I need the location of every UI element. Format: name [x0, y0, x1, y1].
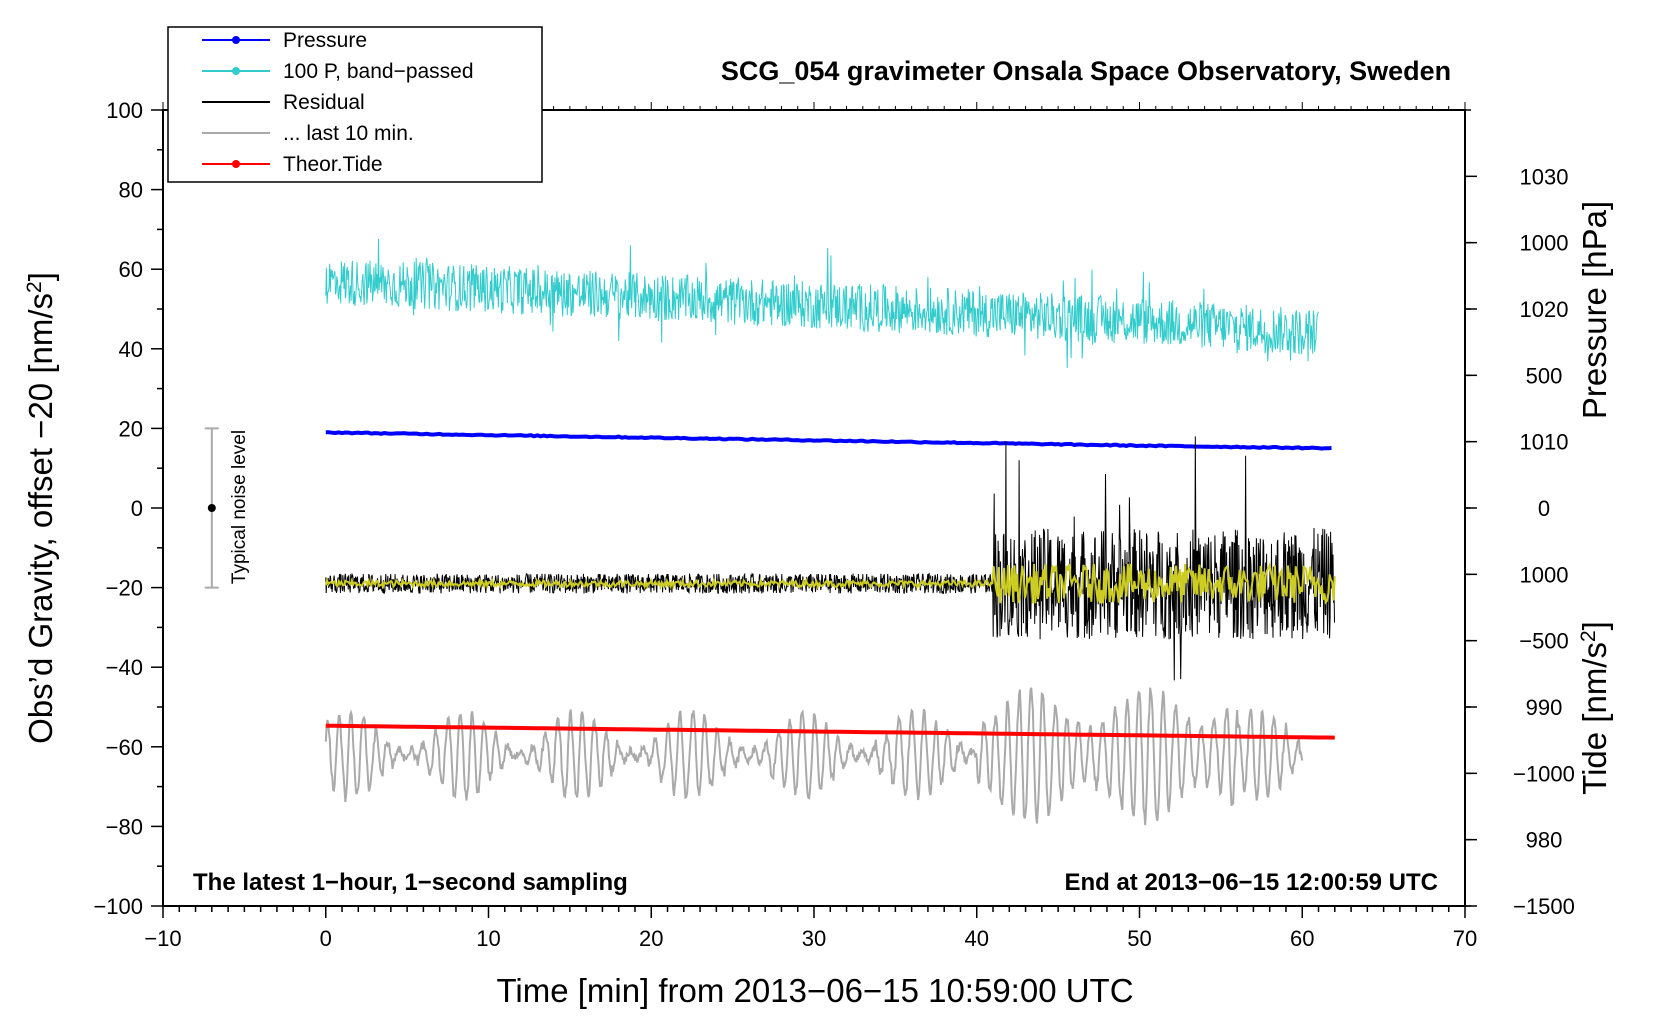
legend-marker-theor-tide	[232, 160, 240, 168]
legend: Pressure 100 P, band−passed Residual ... la…	[167, 26, 543, 183]
noise-bar-center-dot	[207, 504, 216, 512]
y-pressure-tick-labels: 1030 1020 1010 1000 990 980	[1520, 164, 1569, 852]
x-tick-labels: −10 0 10 20 30 40 50 60 70	[144, 926, 1477, 951]
y-axis-title-tide: Tide [nm/s2]	[1576, 621, 1613, 795]
y-pressure-tick-label: 1020	[1520, 297, 1569, 322]
chart-title: SCG_054 gravimeter Onsala Space Observat…	[721, 56, 1451, 86]
y-left-title-main: Obs’d Gravity, offset −20 [nm/s	[22, 293, 59, 744]
legend-label-pressure: Pressure	[283, 29, 367, 52]
y-left-tick-label: −20	[106, 576, 143, 601]
y-left-tick-label: 80	[119, 178, 143, 203]
legend-label-theor-tide: Theor.Tide	[283, 153, 383, 176]
x-tick-label: 50	[1127, 926, 1151, 951]
y-tide-title-sup: 2	[1577, 630, 1600, 642]
y-pressure-tick-label: 1010	[1520, 430, 1569, 455]
noise-level-indicator	[204, 427, 219, 589]
y-tide-title-close: ]	[1576, 621, 1613, 630]
y-left-tick-label: −60	[106, 735, 143, 760]
x-tick-label: −10	[144, 926, 181, 951]
series-band-passed-pressure	[325, 238, 1319, 368]
x-tick-label: 40	[965, 926, 989, 951]
legend-label-100-p-band-passed: 100 P, band−passed	[283, 60, 474, 83]
y-tide-tick-label: −1500	[1513, 894, 1575, 919]
legend-label-residual: Residual	[283, 91, 365, 114]
y-pressure-tick-label: 1000	[1520, 562, 1569, 587]
tick-marks	[151, 102, 1477, 918]
annotation-end-time: End at 2013−06−15 12:00:59 UTC	[1064, 869, 1438, 896]
series-theoretical-tide	[325, 723, 1335, 740]
y-left-title-close: ]	[22, 272, 59, 281]
series-last-10-min	[324, 687, 1304, 826]
y-left-tick-label: −40	[106, 655, 143, 680]
series-pressure	[325, 430, 1332, 451]
series-layer	[324, 238, 1336, 826]
y-tide-tick-label: 500	[1526, 363, 1563, 388]
x-tick-label: 70	[1453, 926, 1477, 951]
y-left-tick-labels: 100 80 60 40 20 0 −20 −40 −60 −80 −100	[93, 98, 143, 919]
series-residual	[325, 436, 1335, 681]
y-tide-tick-label: 1000	[1520, 231, 1569, 256]
y-tide-tick-label: −1000	[1513, 761, 1575, 786]
y-left-tick-label: −100	[93, 894, 143, 919]
y-left-tick-label: 100	[106, 98, 143, 123]
y-left-tick-label: −80	[106, 814, 143, 839]
legend-label-last-10-min: ... last 10 min.	[283, 122, 414, 145]
y-left-tick-label: 20	[119, 416, 143, 441]
annotation-latest-hour: The latest 1−hour, 1−second sampling	[193, 869, 628, 896]
y-left-tick-label: 40	[119, 337, 143, 362]
y-pressure-tick-label: 980	[1526, 828, 1563, 853]
y-tide-title-main: Tide [nm/s	[1576, 642, 1613, 795]
x-tick-label: 30	[802, 926, 826, 951]
legend-marker-100-p-band-passed	[232, 67, 240, 75]
x-axis-title: Time [min] from 2013−06−15 10:59:00 UTC	[496, 972, 1133, 1009]
noise-level-label: Typical noise level	[229, 430, 250, 584]
x-tick-label: 20	[639, 926, 663, 951]
x-tick-label: 60	[1290, 926, 1314, 951]
y-left-title-sup: 2	[23, 281, 46, 293]
x-tick-label: 10	[476, 926, 500, 951]
y-tide-tick-label: 0	[1538, 496, 1550, 521]
legend-box	[167, 26, 543, 183]
y-tide-tick-labels: 1000 500 0 −500 −1000 −1500	[1513, 231, 1575, 919]
series-residual-smoothed	[324, 561, 1336, 605]
y-tide-tick-label: −500	[1519, 629, 1569, 654]
y-left-tick-label: 60	[119, 257, 143, 282]
y-left-tick-label: 0	[131, 496, 143, 521]
y-pressure-tick-label: 990	[1526, 695, 1563, 720]
y-axis-title-pressure: Pressure [hPa]	[1576, 201, 1613, 419]
y-pressure-tick-label: 1030	[1520, 164, 1569, 189]
legend-marker-pressure	[232, 36, 240, 44]
x-tick-label: 0	[320, 926, 332, 951]
y-axis-title-left: Obs’d Gravity, offset −20 [nm/s2]	[22, 272, 59, 744]
